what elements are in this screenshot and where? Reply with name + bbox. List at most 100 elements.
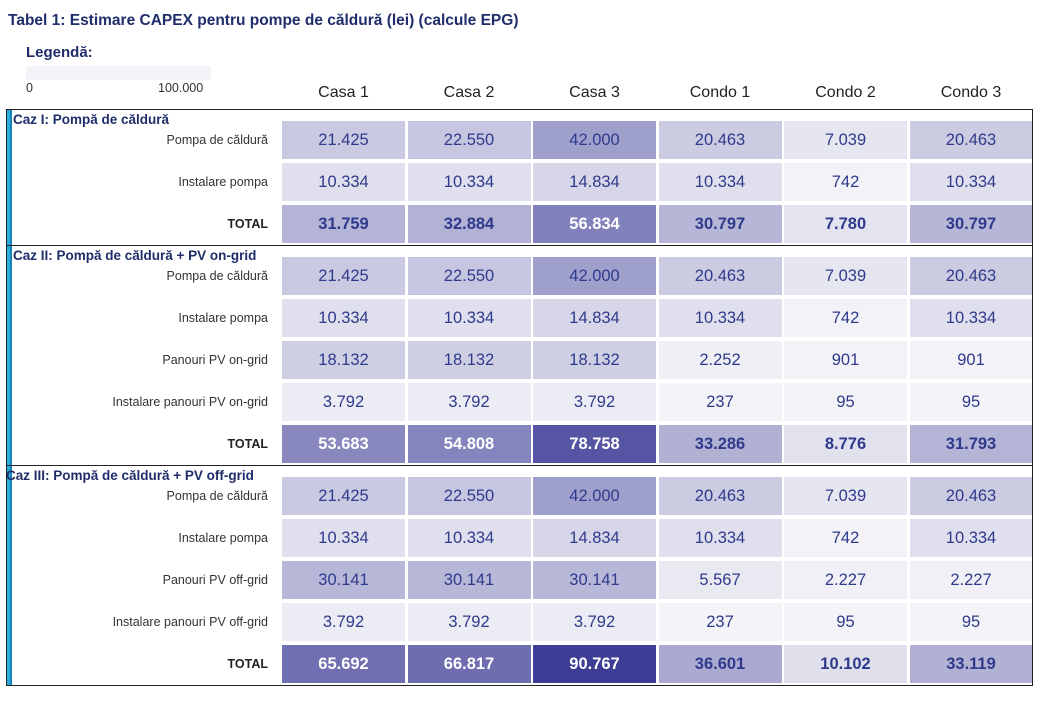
heatmap-cell: 31.759 [282,205,405,243]
heatmap-cell: 66.817 [407,645,531,683]
heatmap-cell: 31.793 [909,425,1033,463]
heatmap-cell: 22.550 [407,121,531,159]
heatmap-cell: 90.767 [533,645,656,683]
heatmap-cell: 33.119 [909,645,1033,683]
heatmap-cell: 3.792 [533,383,656,421]
heatmap-cell: 36.601 [658,645,782,683]
heatmap-cell: 18.132 [282,341,405,379]
heatmap-cell: 7.780 [784,205,907,243]
heatmap-cell: 22.550 [407,477,531,515]
heatmap-cell: 20.463 [909,121,1033,159]
table-row: Pompa de căldură 21.425 22.550 42.000 20.463… [6,255,1033,297]
row-label: Instalare panouri PV off-grid [112,615,268,629]
heatmap-cell: 2.227 [784,561,907,599]
table-row: Instalare pompa 10.334 10.334 14.834 10.334 7… [6,161,1033,203]
heatmap-cell: 10.334 [909,163,1033,201]
heatmap-cell: 18.132 [407,341,531,379]
table-row: Panouri PV on-grid 18.132 18.132 18.132 2.25… [6,339,1033,381]
case-accent-bar [6,109,12,246]
legend-min-label: 0 [26,81,33,95]
heatmap-cell: 95 [909,603,1033,641]
heatmap-cell: 20.463 [658,257,782,295]
heatmap-cell: 10.334 [658,299,782,337]
heatmap-cell: 5.567 [658,561,782,599]
heatmap-cell: 742 [784,299,907,337]
heatmap-cell: 30.797 [658,205,782,243]
table-title: Tabel 1: Estimare CAPEX pentru pompe de … [8,12,519,29]
heatmap-cell: 22.550 [407,257,531,295]
heatmap-cell: 21.425 [282,477,405,515]
heatmap-cell: 10.334 [282,299,405,337]
heatmap-cell: 14.834 [533,519,656,557]
heatmap-cell: 21.425 [282,257,405,295]
heatmap-cell: 42.000 [533,121,656,159]
table-row: Pompa de căldură 21.425 22.550 42.000 20.463… [6,475,1033,517]
case-label: Caz III: Pompă de căldură + PV off-grid [6,468,254,483]
heatmap-cell: 30.141 [282,561,405,599]
column-header: Condo 3 [940,84,1002,101]
heatmap-cell: 10.334 [282,519,405,557]
heatmap-cell: 901 [784,341,907,379]
row-label: Pompa de căldură [166,133,268,147]
column-header: Casa 2 [443,84,495,101]
total-row: TOTAL 31.759 32.884 56.834 30.797 7.780 30.797 [6,203,1033,245]
heatmap-cell: 30.797 [909,205,1033,243]
total-row: TOTAL 65.692 66.817 90.767 36.601 10.102 33.11… [6,643,1033,685]
table-row: Panouri PV off-grid 30.141 30.141 30.141 5.5… [6,559,1033,601]
heatmap-cell: 65.692 [282,645,405,683]
heatmap-cell: 10.334 [407,163,531,201]
heatmap-cell: 10.334 [909,299,1033,337]
heatmap-cell: 10.334 [407,519,531,557]
heatmap-cell: 237 [658,383,782,421]
heatmap-cell: 33.286 [658,425,782,463]
case-group: Caz II: Pompă de căldură + PV on-grid Pom… [6,245,1033,466]
heatmap-cell: 7.039 [784,257,907,295]
heatmap-cell: 8.776 [784,425,907,463]
heatmap-cell: 14.834 [533,163,656,201]
heatmap-cell: 3.792 [407,603,531,641]
heatmap-cell: 30.141 [533,561,656,599]
heatmap-cell: 14.834 [533,299,656,337]
heatmap-cell: 10.334 [658,519,782,557]
heatmap-cell: 95 [784,603,907,641]
case-accent-bar [6,245,12,466]
column-header: Condo 1 [689,84,751,101]
heatmap-cell: 78.758 [533,425,656,463]
heatmap-cell: 18.132 [533,341,656,379]
heatmap-cell: 20.463 [909,477,1033,515]
case-group: Caz I: Pompă de căldură Pompa de căldură 2… [6,109,1033,246]
heatmap-cell: 7.039 [784,121,907,159]
heatmap-cell: 901 [909,341,1033,379]
table-row: Pompa de căldură 21.425 22.550 42.000 20.463… [6,119,1033,161]
heatmap-cell: 30.141 [407,561,531,599]
legend-title: Legendă: [26,44,93,61]
heatmap-cell: 7.039 [784,477,907,515]
heatmap-cell: 56.834 [533,205,656,243]
heatmap-cell: 32.884 [407,205,531,243]
heatmap-cell: 42.000 [533,477,656,515]
heatmap-cell: 237 [658,603,782,641]
legend-color-scale [26,66,211,80]
heatmap-cell: 20.463 [658,477,782,515]
row-label: Instalare pompa [178,311,268,325]
table-row: Instalare pompa 10.334 10.334 14.834 10.334 7… [6,297,1033,339]
heatmap-cell: 742 [784,163,907,201]
heatmap-cell: 95 [784,383,907,421]
heatmap-cell: 53.683 [282,425,405,463]
total-row: TOTAL 53.683 54.808 78.758 33.286 8.776 31.793 [6,423,1033,465]
row-label: Pompa de căldură [166,489,268,503]
column-header: Casa 3 [569,84,620,101]
legend-max-label: 100.000 [158,81,204,95]
heatmap-cell: 3.792 [533,603,656,641]
heatmap-cell: 10.334 [909,519,1033,557]
heatmap-cell: 54.808 [407,425,531,463]
column-header: Condo 2 [815,84,876,101]
table-row: Instalare pompa 10.334 10.334 14.834 10.334 7… [6,517,1033,559]
heatmap-cell: 3.792 [282,603,405,641]
row-label: Instalare panouri PV on-grid [112,395,268,409]
heatmap-cell: 2.252 [658,341,782,379]
heatmap-cell: 3.792 [282,383,405,421]
column-header: Casa 1 [318,84,369,101]
heatmap-cell: 20.463 [658,121,782,159]
row-label: Instalare pompa [178,175,268,189]
